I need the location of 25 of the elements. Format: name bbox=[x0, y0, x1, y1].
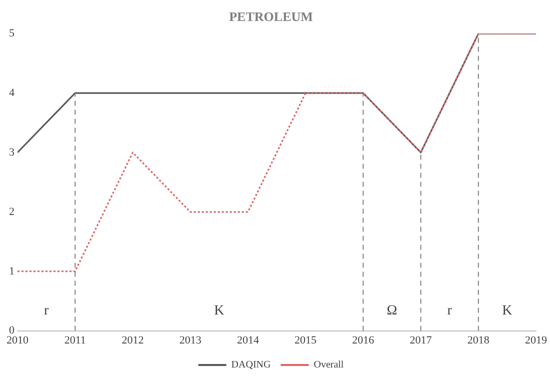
y-tick-label: 1 bbox=[9, 265, 14, 278]
y-tick-label: 2 bbox=[9, 206, 14, 218]
x-tick-label: 2017 bbox=[410, 334, 432, 346]
x-tick-label: 2010 bbox=[6, 334, 29, 346]
x-tick-label: 2019 bbox=[525, 334, 548, 346]
annotation: K bbox=[502, 303, 512, 318]
annotation: r bbox=[44, 303, 49, 318]
legend-label: DAQING bbox=[231, 360, 271, 371]
y-tick-label: 5 bbox=[9, 27, 15, 40]
y-tick-label: 3 bbox=[9, 146, 15, 158]
y-tick-label: 4 bbox=[9, 86, 15, 99]
line-series bbox=[18, 34, 536, 272]
x-tick-label: 2018 bbox=[467, 334, 490, 346]
x-tick-label: 2014 bbox=[236, 334, 260, 346]
annotation: r bbox=[447, 303, 452, 318]
x-tick-label: 2016 bbox=[352, 334, 375, 346]
x-tick-label: 2015 bbox=[294, 334, 318, 346]
y-tick-label: 0 bbox=[9, 324, 15, 337]
annotation: Ω bbox=[386, 303, 398, 318]
x-tick-label: 2011 bbox=[64, 334, 86, 346]
annotation: K bbox=[214, 303, 224, 318]
legend-label: Overall bbox=[314, 360, 344, 371]
x-tick-label: 2012 bbox=[122, 334, 144, 346]
chart-title: PETROLEUM bbox=[229, 9, 313, 24]
x-tick-label: 2013 bbox=[179, 334, 202, 346]
